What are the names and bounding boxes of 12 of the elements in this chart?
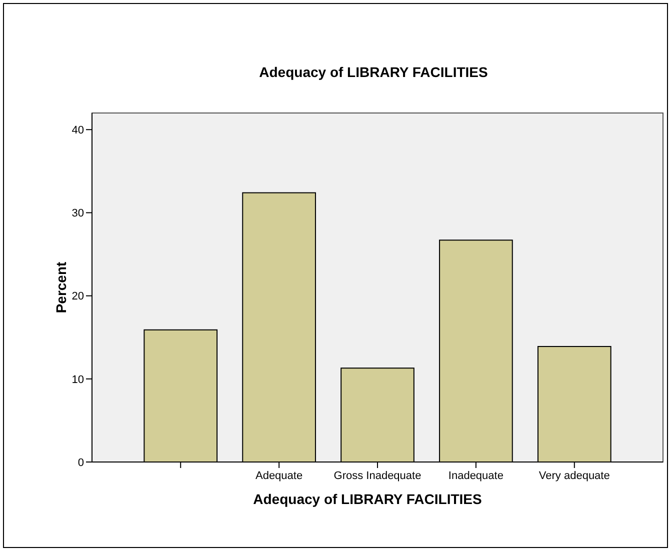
y-tick-label: 20 <box>72 290 84 303</box>
x-axis-title: Adequacy of LIBRARY FACILITIES <box>253 491 482 507</box>
y-tick-label: 30 <box>72 208 84 220</box>
y-axis-title: Percent <box>53 261 69 314</box>
x-tick-label: Adequate <box>255 470 303 482</box>
chart-title: Adequacy of LIBRARY FACILITIES <box>259 64 488 80</box>
x-tick-label: Very adequate <box>538 470 610 482</box>
x-tick-label: Inadequate <box>448 470 504 482</box>
x-tick-label: Gross Inadequate <box>334 470 422 482</box>
y-tick-label: 0 <box>78 456 84 469</box>
y-tick-label: 40 <box>72 124 84 136</box>
y-tick-label: 10 <box>72 374 84 386</box>
